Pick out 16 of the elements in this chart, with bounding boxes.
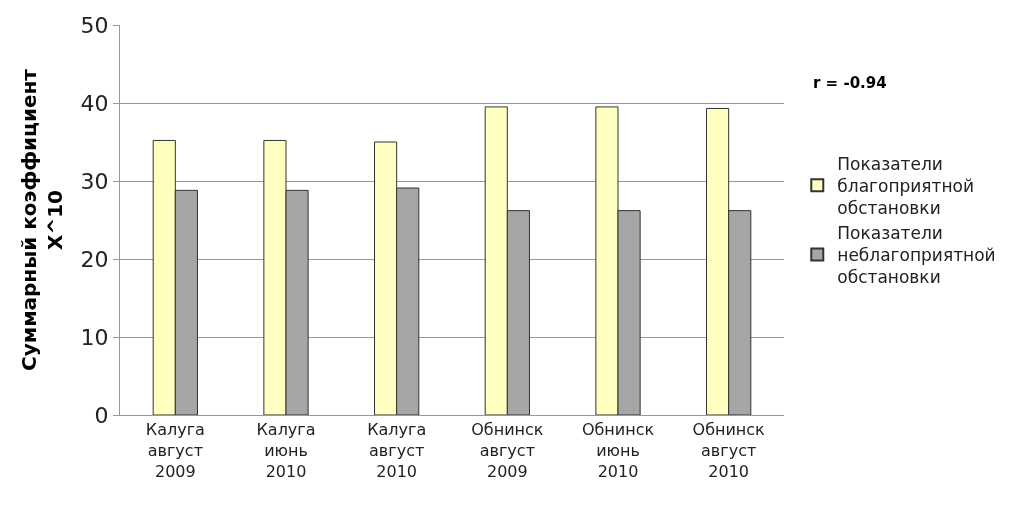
- x-tick-label: Обнинск июнь 2010: [581, 420, 655, 481]
- y-tick-label: 40: [80, 90, 109, 116]
- y-tick-label: 50: [80, 12, 109, 38]
- y-tick-label: 30: [80, 168, 109, 194]
- text: r = -0.94: [813, 74, 887, 92]
- x-tick-label: Калуга август 2009: [145, 420, 205, 481]
- y-axis-title: Суммарный коэффициент X^10: [17, 68, 68, 371]
- legend-label: Показатели благоприятной обстановки: [837, 153, 975, 218]
- x-tick-label: Обнинск август 2010: [692, 420, 766, 481]
- y-tick-label: 0: [94, 402, 109, 428]
- x-tick-label: Обнинск август 2009: [471, 420, 544, 481]
- y-tick-label: 20: [80, 246, 109, 272]
- x-tick-label: Калуга август 2010: [367, 420, 427, 481]
- x-tick-label: Калуга июнь 2010: [256, 420, 316, 481]
- legend-label: Показатели неблагоприятной обстановки: [837, 222, 996, 288]
- y-tick-label: 10: [80, 324, 109, 350]
